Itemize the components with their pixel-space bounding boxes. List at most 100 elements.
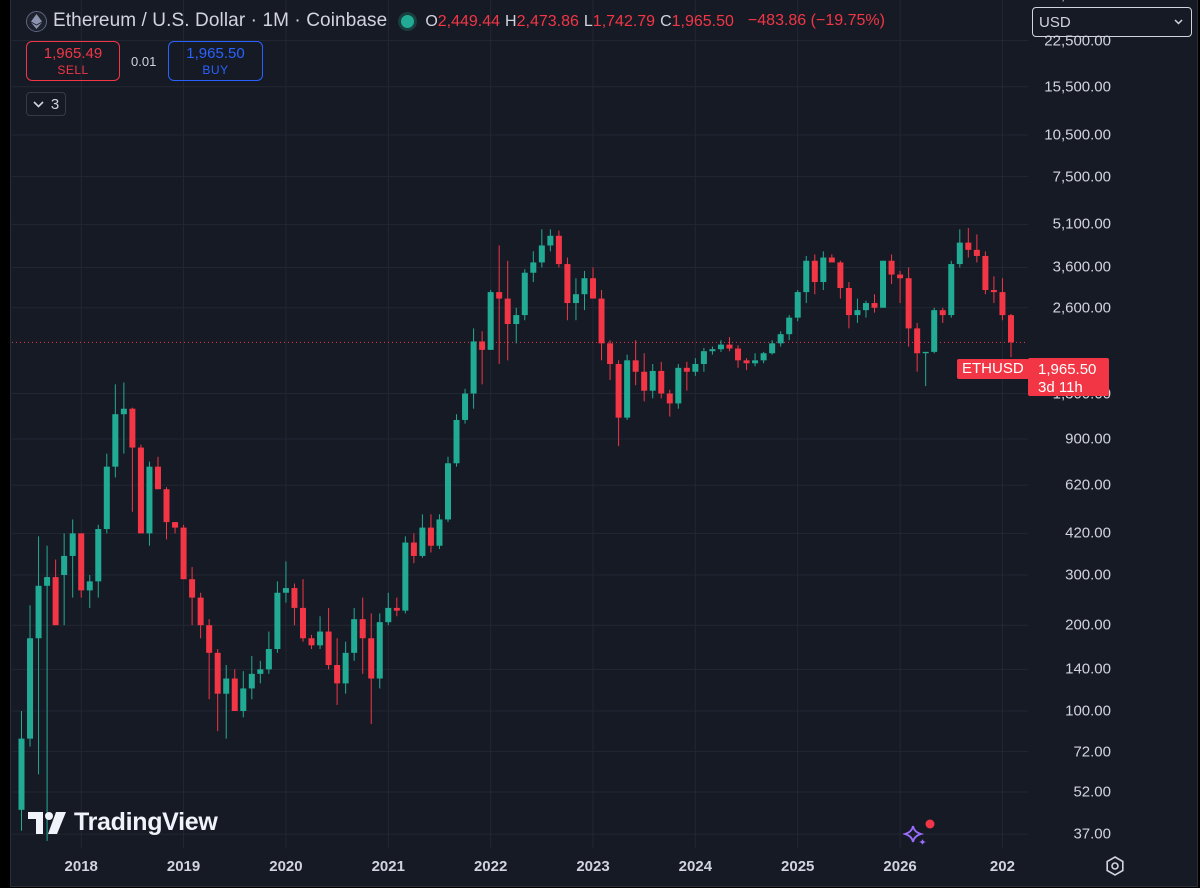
- sell-button[interactable]: 1,965.49 SELL: [26, 41, 120, 81]
- candle-body: [1007, 315, 1014, 343]
- candle-body: [410, 542, 417, 556]
- candle-body: [598, 298, 605, 344]
- tradingview-logo[interactable]: TradingView: [28, 808, 218, 837]
- chart-settings-button[interactable]: [1104, 855, 1126, 877]
- candle-body: [590, 278, 597, 299]
- price-tick-label: 2,600.00: [1052, 299, 1111, 317]
- candle: [700, 347, 707, 372]
- candle: [240, 671, 247, 718]
- time-tick-label: 2019: [166, 858, 201, 875]
- gear-icon: [1106, 856, 1124, 876]
- last-price-label: 1,965.50 3d 11h: [1028, 358, 1109, 396]
- candle: [803, 255, 810, 304]
- candle-body: [479, 341, 486, 350]
- candle: [786, 315, 793, 341]
- candle: [436, 514, 443, 550]
- buy-price: 1,965.50: [186, 45, 245, 62]
- candle-body: [44, 577, 51, 586]
- buy-button[interactable]: 1,965.50 BUY: [168, 41, 263, 81]
- candle-body: [120, 408, 127, 415]
- candle: [649, 364, 656, 399]
- price-tick-label: 100.00: [1065, 702, 1111, 720]
- price-tick-label: 140.00: [1065, 660, 1111, 678]
- ohlc-key-h: H: [505, 13, 517, 30]
- ethereum-icon: [26, 10, 47, 32]
- candle: [871, 294, 878, 313]
- candle: [180, 524, 187, 580]
- candle: [666, 389, 673, 417]
- indicators-toggle-button[interactable]: 3: [26, 92, 66, 116]
- candle-body: [999, 292, 1006, 316]
- candle-body: [496, 292, 503, 299]
- candle-body: [615, 364, 622, 418]
- candle: [572, 278, 579, 321]
- candle: [197, 592, 204, 639]
- candle-body: [129, 408, 136, 448]
- candle-body: [931, 310, 938, 352]
- candle-body: [717, 344, 724, 350]
- candle-body: [948, 264, 955, 316]
- candle: [154, 456, 161, 490]
- ohlc-key-l: L: [583, 13, 593, 30]
- candle-body: [555, 235, 562, 265]
- candle: [206, 619, 213, 700]
- candle-body: [700, 351, 707, 365]
- candle-body: [786, 317, 793, 335]
- candle: [624, 354, 631, 420]
- candle: [530, 251, 537, 283]
- candle-body: [752, 360, 759, 364]
- ohlc-value-h: 2,473.86: [516, 13, 579, 30]
- price-tick-label: 420.00: [1065, 524, 1111, 542]
- chevron-down-icon: [33, 100, 44, 108]
- candle-body: [897, 274, 904, 279]
- candle-body: [95, 529, 102, 582]
- candle-body: [52, 577, 59, 626]
- candle-body: [564, 264, 571, 304]
- price-change: −483.86 (−19.75%): [747, 12, 885, 29]
- candle-body: [905, 278, 912, 329]
- candle: [419, 514, 426, 558]
- symbol-title[interactable]: Ethereum / U.S. Dollar · 1M · Coinbase: [53, 10, 388, 31]
- candle-body: [359, 619, 366, 639]
- candle: [18, 711, 25, 831]
- candle-body: [385, 607, 392, 623]
- candle: [735, 345, 742, 368]
- candle: [513, 307, 520, 344]
- symbol-price-label: ETHUSD: [957, 359, 1029, 379]
- candle-body: [18, 738, 25, 810]
- candle-body: [163, 489, 170, 523]
- candle-body: [35, 585, 42, 639]
- ai-assistant-button[interactable]: [901, 818, 937, 848]
- candle: [231, 669, 238, 711]
- candle-body: [419, 527, 426, 556]
- candle-body: [982, 255, 989, 291]
- candle: [880, 260, 887, 308]
- candle-body: [265, 649, 272, 670]
- currency-select[interactable]: USD: [1032, 7, 1192, 37]
- candle-body: [189, 579, 196, 598]
- price-tick-label: 72.00: [1073, 743, 1111, 761]
- time-tick-label: 2025: [781, 858, 815, 875]
- candle: [615, 360, 622, 447]
- candle: [129, 407, 136, 512]
- candle: [291, 583, 298, 626]
- candle: [538, 229, 545, 268]
- candle-body: [470, 341, 477, 394]
- sell-label: SELL: [57, 63, 89, 77]
- candle-body: [154, 466, 161, 490]
- ohlc-key-c: C: [660, 13, 672, 30]
- candle-body: [299, 607, 306, 639]
- chart-frame: [10, 0, 1198, 887]
- candle: [496, 245, 503, 365]
- price-tick-label: 22,500.00: [1044, 32, 1111, 50]
- candle: [35, 536, 42, 775]
- candle-body: [845, 287, 852, 316]
- candle-body: [803, 260, 810, 293]
- candle: [564, 257, 571, 321]
- candle-body: [692, 364, 699, 372]
- candle-body: [973, 249, 980, 256]
- price-tick-label: 32,500.00: [1044, 0, 1111, 4]
- candle: [163, 487, 170, 540]
- candle-body: [146, 466, 153, 534]
